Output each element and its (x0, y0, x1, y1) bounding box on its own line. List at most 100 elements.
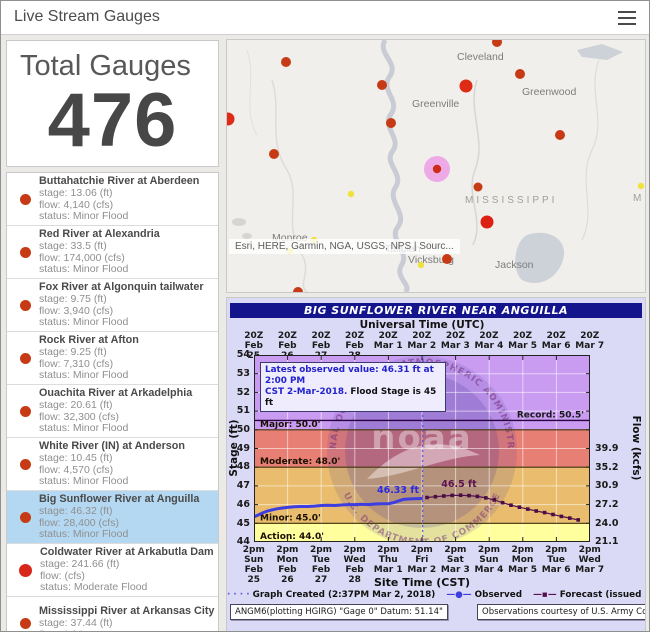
gauge-name: Ouachita River at Arkadelphia (39, 386, 193, 399)
list-item[interactable]: Ouachita River at Arkadelphia stage: 20.… (7, 385, 218, 438)
map-panel[interactable]: ClevelandGreenwoodGreenvilleMonroeTallul… (226, 39, 646, 293)
map-city-label: Jackson (495, 259, 534, 271)
gauge-text: Buttahatchie River at Aberdeen stage: 13… (39, 175, 199, 224)
gage-datum-note: ANGM6(plotting HGIRG) "Gage 0" Datum: 51… (230, 604, 448, 620)
stage-axis-ticks: 54 53 52 51 50 49 48 47 46 45 44 (227, 346, 250, 552)
flow-tick: 30.9 (595, 480, 619, 492)
utc-tick: 20Z Mar 2 (407, 331, 437, 351)
utc-tick: 20Z Mar 1 (373, 331, 403, 351)
forecast-point (458, 493, 463, 497)
gauge-stage: stage: 46.32 (ft) (39, 504, 113, 517)
gauge-marker[interactable] (555, 130, 565, 140)
gauge-marker[interactable] (459, 79, 473, 93)
lake-shape (242, 233, 252, 239)
lake-shape (232, 218, 246, 226)
flow-axis-title: Flow (kcfs) (630, 415, 642, 481)
forecast-point (450, 493, 454, 498)
gauge-marker[interactable] (281, 57, 291, 67)
gauge-text: White River (IN) at Anderson stage: 10.4… (39, 440, 185, 489)
gauge-marker[interactable] (269, 149, 279, 159)
map-rivers (232, 40, 623, 292)
gauge-status: status: Minor Flood (39, 210, 129, 223)
gauge-name: Rock River at Afton (39, 333, 139, 346)
forecast-swatch: —▪— (533, 590, 557, 600)
cst-tick: 2pm Wed Mar 7 (575, 545, 605, 575)
forecast-point (551, 512, 555, 517)
list-item[interactable]: Red River at Alexandria stage: 33.5 (ft)… (7, 226, 218, 279)
map-canvas[interactable]: ClevelandGreenwoodGreenvilleMonroeTallul… (227, 40, 645, 292)
lake-shape (515, 232, 565, 284)
stage-tick: 54 (236, 349, 250, 361)
menu-icon[interactable] (618, 11, 636, 25)
gauge-flow: flow: 174,000 (cfs) (39, 251, 125, 264)
list-item[interactable]: Rock River at Afton stage: 9.25 (ft) flo… (7, 332, 218, 385)
forecast-point (500, 500, 505, 505)
note-line1: Latest observed value: 46.31 ft at 2:00 … (265, 365, 434, 386)
gauge-name: White River (IN) at Anderson (39, 439, 185, 452)
gauge-marker[interactable] (432, 164, 442, 174)
gauge-marker[interactable] (492, 40, 502, 47)
gauge-stage: stage: 9.75 (ft) (39, 292, 107, 305)
gauge-marker[interactable] (386, 118, 396, 128)
stream-path (271, 79, 308, 292)
gauge-text: Ouachita River at Arkadelphia stage: 20.… (39, 387, 192, 436)
gauge-name: Red River at Alexandria (39, 227, 160, 240)
warning-marker[interactable] (417, 261, 425, 269)
lake-shape (577, 44, 623, 60)
map-city-label: Cleveland (457, 51, 504, 63)
cst-tick: 2pm Sat Mar 3 (440, 545, 470, 575)
warning-marker[interactable] (637, 182, 645, 190)
gauge-marker[interactable] (442, 254, 452, 264)
gauge-flow: flow: 28,400 (cfs) (39, 516, 119, 529)
stream-path (581, 59, 600, 241)
forecast-point (425, 495, 429, 500)
list-item[interactable]: Coldwater River at Arkabutla Dam stage: … (7, 544, 218, 597)
gauge-status-dot (20, 405, 31, 417)
forecast-point (526, 507, 530, 511)
created-line-swatch: · · · · (227, 590, 250, 600)
gauge-marker[interactable] (515, 69, 525, 79)
list-item[interactable]: White River (IN) at Anderson stage: 10.4… (7, 438, 218, 491)
warning-marker[interactable] (347, 190, 355, 198)
forecast-markers (425, 493, 580, 522)
map-markers (227, 40, 645, 292)
stream-path (246, 49, 258, 136)
stage-tick: 47 (236, 480, 250, 492)
gauge-status: status: Minor Flood (39, 316, 129, 329)
map-state-label: MISSISSIPPI (465, 195, 557, 206)
gauge-text: Rock River at Afton stage: 9.25 (ft) flo… (39, 334, 139, 383)
total-gauges-title: Total Gauges (20, 50, 191, 82)
forecast-point (559, 514, 564, 519)
gauge-marker[interactable] (480, 215, 494, 229)
stage-tick: 49 (236, 442, 250, 454)
legend-forecast-label: Forecast (issued 10:19AM Mar 2) (559, 590, 645, 600)
gauge-marker[interactable] (227, 112, 235, 126)
chart-top-axis-label: Universal Time (UTC) (359, 319, 485, 331)
forecast-point (442, 494, 446, 498)
list-item[interactable]: Mississippi River at Arkansas City stage… (7, 597, 218, 631)
observed-value-label: 46.33 ft (377, 485, 419, 496)
list-item[interactable]: Big Sunflower River at Anguilla stage: 4… (7, 491, 218, 544)
gauge-name: Big Sunflower River at Anguilla (39, 492, 200, 505)
gauge-status-dot (20, 617, 31, 629)
app-header: Live Stream Gauges (1, 1, 649, 35)
threshold-lines (254, 419, 590, 524)
action-zone-label: Action: 44.0' (260, 532, 324, 542)
noaa-seagull-icon (367, 444, 480, 479)
gauge-marker[interactable] (377, 80, 387, 90)
flow-tick: 35.2 (595, 461, 619, 473)
observations-credit-note: Observations courtesy of U.S. Army Corps… (477, 604, 645, 620)
map-city-label: Greenwood (522, 86, 576, 98)
gauge-marker[interactable] (293, 287, 303, 292)
stage-tick: 51 (236, 405, 250, 417)
gauge-text: Fox River at Algonquin tailwater stage: … (39, 281, 204, 330)
gauge-marker[interactable] (473, 182, 483, 192)
list-item[interactable]: Buttahatchie River at Aberdeen stage: 13… (7, 173, 218, 226)
gauge-flow: flow: (cfs) (39, 629, 214, 631)
forecast-point (509, 503, 513, 507)
cst-tick: 2pm Sun Mar 4 (474, 545, 504, 575)
utc-tick: 20Z Mar 3 (440, 331, 470, 351)
list-item[interactable]: Fox River at Algonquin tailwater stage: … (7, 279, 218, 332)
chart-legend: · · · · Graph Created (2:37PM Mar 2, 201… (227, 590, 645, 600)
